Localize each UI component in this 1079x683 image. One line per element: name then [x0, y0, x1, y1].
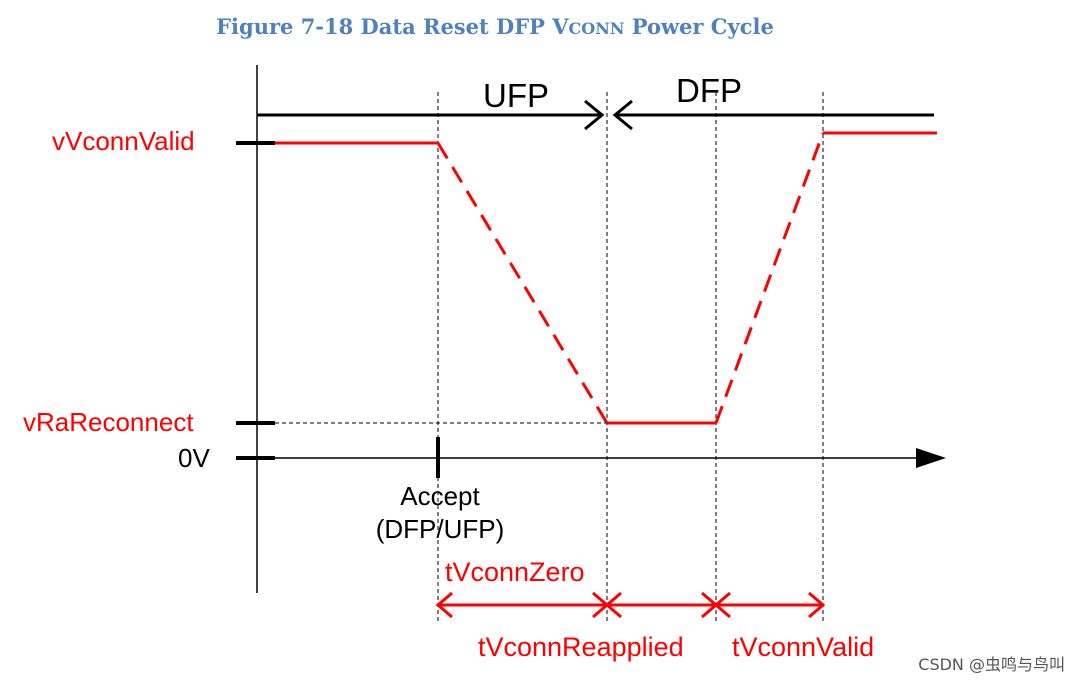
- label-tvconnzero: tVconnZero: [445, 557, 585, 587]
- label-ufp: UFP: [483, 77, 549, 114]
- signal-rise: [714, 132, 825, 424]
- figure-caption: Figure 7-18 Data Reset DFP VCONN Power C…: [0, 14, 990, 39]
- label-0v: 0V: [178, 443, 210, 473]
- time-axis-arrowhead: [916, 448, 946, 468]
- dfp-arrowhead: [612, 99, 633, 131]
- label-tvconnreapplied: tVconnReapplied: [478, 632, 684, 662]
- caption-suffix: Power Cycle: [624, 14, 774, 39]
- timing-arrowhead-start: [435, 591, 453, 619]
- label-vrareconnect: vRaReconnect: [23, 407, 194, 437]
- label-vvconnvalid: vVconnValid: [52, 126, 195, 156]
- label-dfp: DFP: [676, 72, 742, 109]
- timing-arrowhead-end: [808, 591, 826, 619]
- caption-prefix: Figure 7-18 Data Reset DFP: [216, 14, 553, 39]
- watermark: CSDN @虫鸣与鸟叫: [918, 655, 1065, 674]
- label-accept-line1: Accept: [400, 481, 480, 511]
- timing-cross-zero-right: [604, 591, 622, 619]
- caption-vconn-v: V: [552, 14, 569, 39]
- signal-fall: [436, 142, 609, 424]
- ufp-arrowhead: [584, 99, 605, 131]
- label-tvconnvalid: tVconnValid: [732, 632, 875, 662]
- timing-cross-reapplied-right: [713, 591, 731, 619]
- caption-vconn-rest: CONN: [568, 19, 625, 38]
- label-accept: Accept (DFP/UFP): [340, 480, 540, 546]
- label-accept-line2: (DFP/UFP): [375, 514, 505, 544]
